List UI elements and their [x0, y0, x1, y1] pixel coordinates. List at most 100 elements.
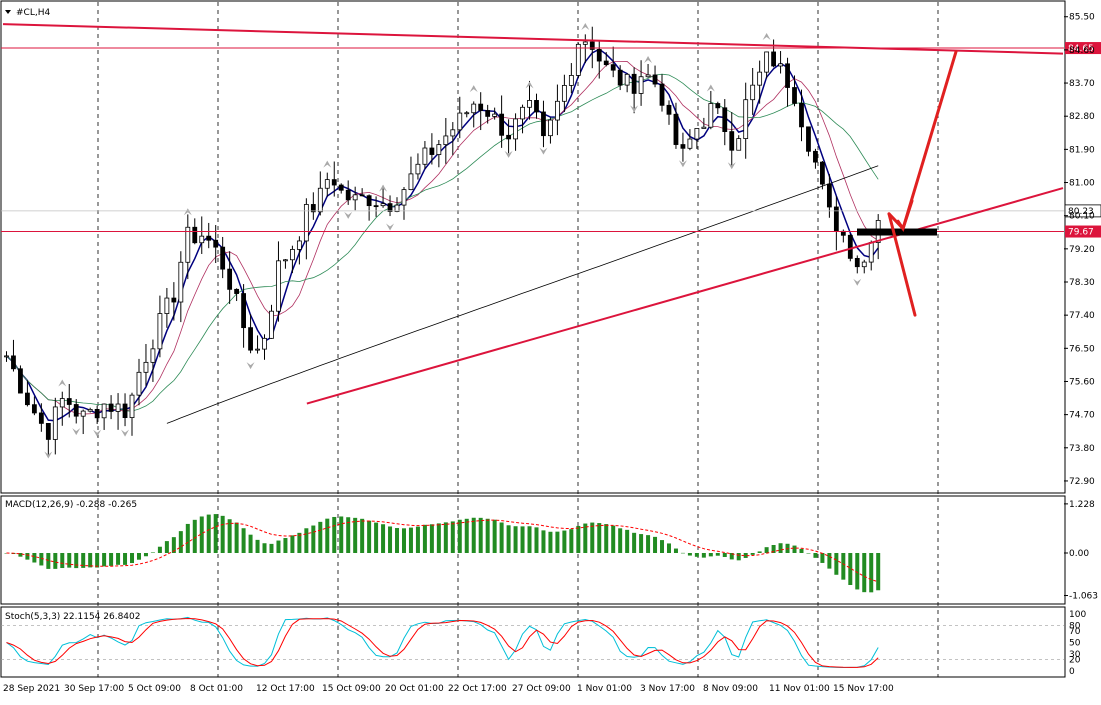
candle-body [164, 297, 170, 314]
macd-bar [443, 522, 448, 553]
stoch-signal-line [6, 617, 879, 668]
candle-body [408, 173, 414, 191]
candle-body [506, 134, 511, 140]
candle-body [708, 103, 714, 128]
candle-body [680, 144, 686, 149]
macd-bar [74, 553, 79, 569]
macd-bar [109, 553, 114, 566]
stoch-tick-label: 20 [1069, 656, 1081, 666]
macd-bar [53, 553, 58, 569]
macd-axis: 1.228 0.00 -1.063 [1064, 500, 1098, 602]
macd-bar [311, 525, 316, 553]
macd-bar [325, 518, 330, 553]
fractal-down-icon [727, 162, 736, 170]
macd-bar [653, 536, 658, 553]
macd-bar [46, 553, 51, 569]
candle-body [701, 126, 707, 129]
macd-bar [729, 553, 734, 560]
macd-bar [548, 531, 553, 553]
fractal-down-icon [853, 278, 862, 286]
fractal-down-icon [344, 211, 353, 219]
macd-bar [360, 518, 365, 553]
candle-body [227, 268, 233, 290]
macd-panel-border [0, 495, 1066, 605]
macd-bar [876, 553, 881, 591]
macd-bar [485, 518, 490, 553]
macd-bar [123, 553, 128, 565]
macd-bar [534, 527, 539, 553]
candle-body [750, 84, 756, 101]
candle-body [380, 203, 386, 207]
candle-body [338, 184, 344, 191]
stoch-tick-label: 70 [1069, 627, 1081, 637]
candle-body [31, 404, 37, 414]
candle-body [283, 259, 288, 262]
macd-bar [541, 530, 546, 553]
candle-body [73, 404, 79, 417]
candle-body [262, 337, 267, 350]
candle-body [303, 204, 309, 242]
macd-bar [869, 553, 874, 593]
symbol-label: #CL,H4 [16, 8, 50, 18]
candle-body [317, 187, 323, 213]
macd-bar [771, 545, 776, 553]
current-price-tag [1064, 204, 1101, 218]
macd-bar [297, 532, 302, 553]
price-tick-label: 75.60 [1069, 377, 1095, 387]
macd-bar [478, 517, 483, 553]
macd-bar [367, 520, 372, 553]
level-tag [1065, 225, 1101, 238]
stoch-main-line [6, 616, 879, 669]
candle-body [645, 74, 651, 78]
candle-body [436, 144, 442, 155]
macd-bar [806, 553, 811, 554]
macd-bar [701, 553, 706, 558]
candle-body [785, 63, 790, 88]
candle-body [345, 189, 351, 201]
macd-bar [625, 529, 630, 553]
time-tick-label: 5 Oct 09:00 [128, 684, 181, 694]
projection-down-line [887, 212, 917, 317]
candle-body [799, 102, 804, 128]
candle-body [596, 49, 602, 62]
candle-body [736, 138, 742, 151]
macd-histogram [4, 514, 881, 593]
candle-body [52, 406, 58, 440]
candle-body [603, 60, 609, 66]
ma-slow-line [6, 73, 879, 412]
candle-body [394, 204, 400, 212]
level-tag-label: 79.67 [1068, 228, 1094, 238]
stoch-tick-label: 0 [1069, 667, 1075, 677]
candle-body [269, 310, 274, 339]
trendlines [2, 23, 1064, 405]
candle-body [568, 75, 574, 86]
macd-bar [185, 523, 190, 553]
stoch-panel-border [0, 606, 1066, 678]
candle-body [178, 261, 184, 303]
macd-bar [457, 519, 462, 553]
candle-body [575, 43, 581, 76]
level-tag-label: 84.65 [1068, 44, 1094, 54]
price-tick-label: 72.90 [1069, 477, 1095, 487]
dropdown-icon[interactable] [5, 10, 11, 14]
macd-bar [499, 522, 504, 553]
candle-body [792, 87, 797, 104]
candle-body [359, 194, 365, 197]
candle-body [45, 422, 51, 440]
macd-tick-label: 1.228 [1069, 500, 1095, 510]
candle-body [624, 73, 630, 86]
candle-body [38, 412, 44, 424]
fractal-down-icon [630, 105, 639, 113]
candle-body [234, 288, 240, 294]
macd-bar [799, 548, 804, 553]
candle-body [220, 246, 226, 270]
time-axis: 28 Sep 2021 30 Sep 17:00 5 Oct 09:00 8 Oct … [3, 684, 894, 694]
candle-body [534, 100, 539, 113]
macd-bar [136, 553, 141, 560]
macd-bar [422, 524, 427, 553]
candle-body [401, 189, 407, 206]
stoch-tick-label: 80 [1069, 621, 1081, 631]
candle-body [778, 63, 783, 67]
candle-body [331, 179, 337, 186]
